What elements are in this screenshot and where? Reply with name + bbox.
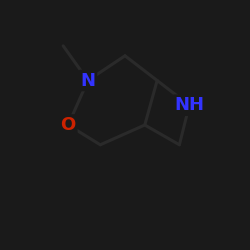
Text: O: O [60,116,76,134]
Text: N: N [80,72,96,90]
Text: NH: NH [174,96,204,114]
